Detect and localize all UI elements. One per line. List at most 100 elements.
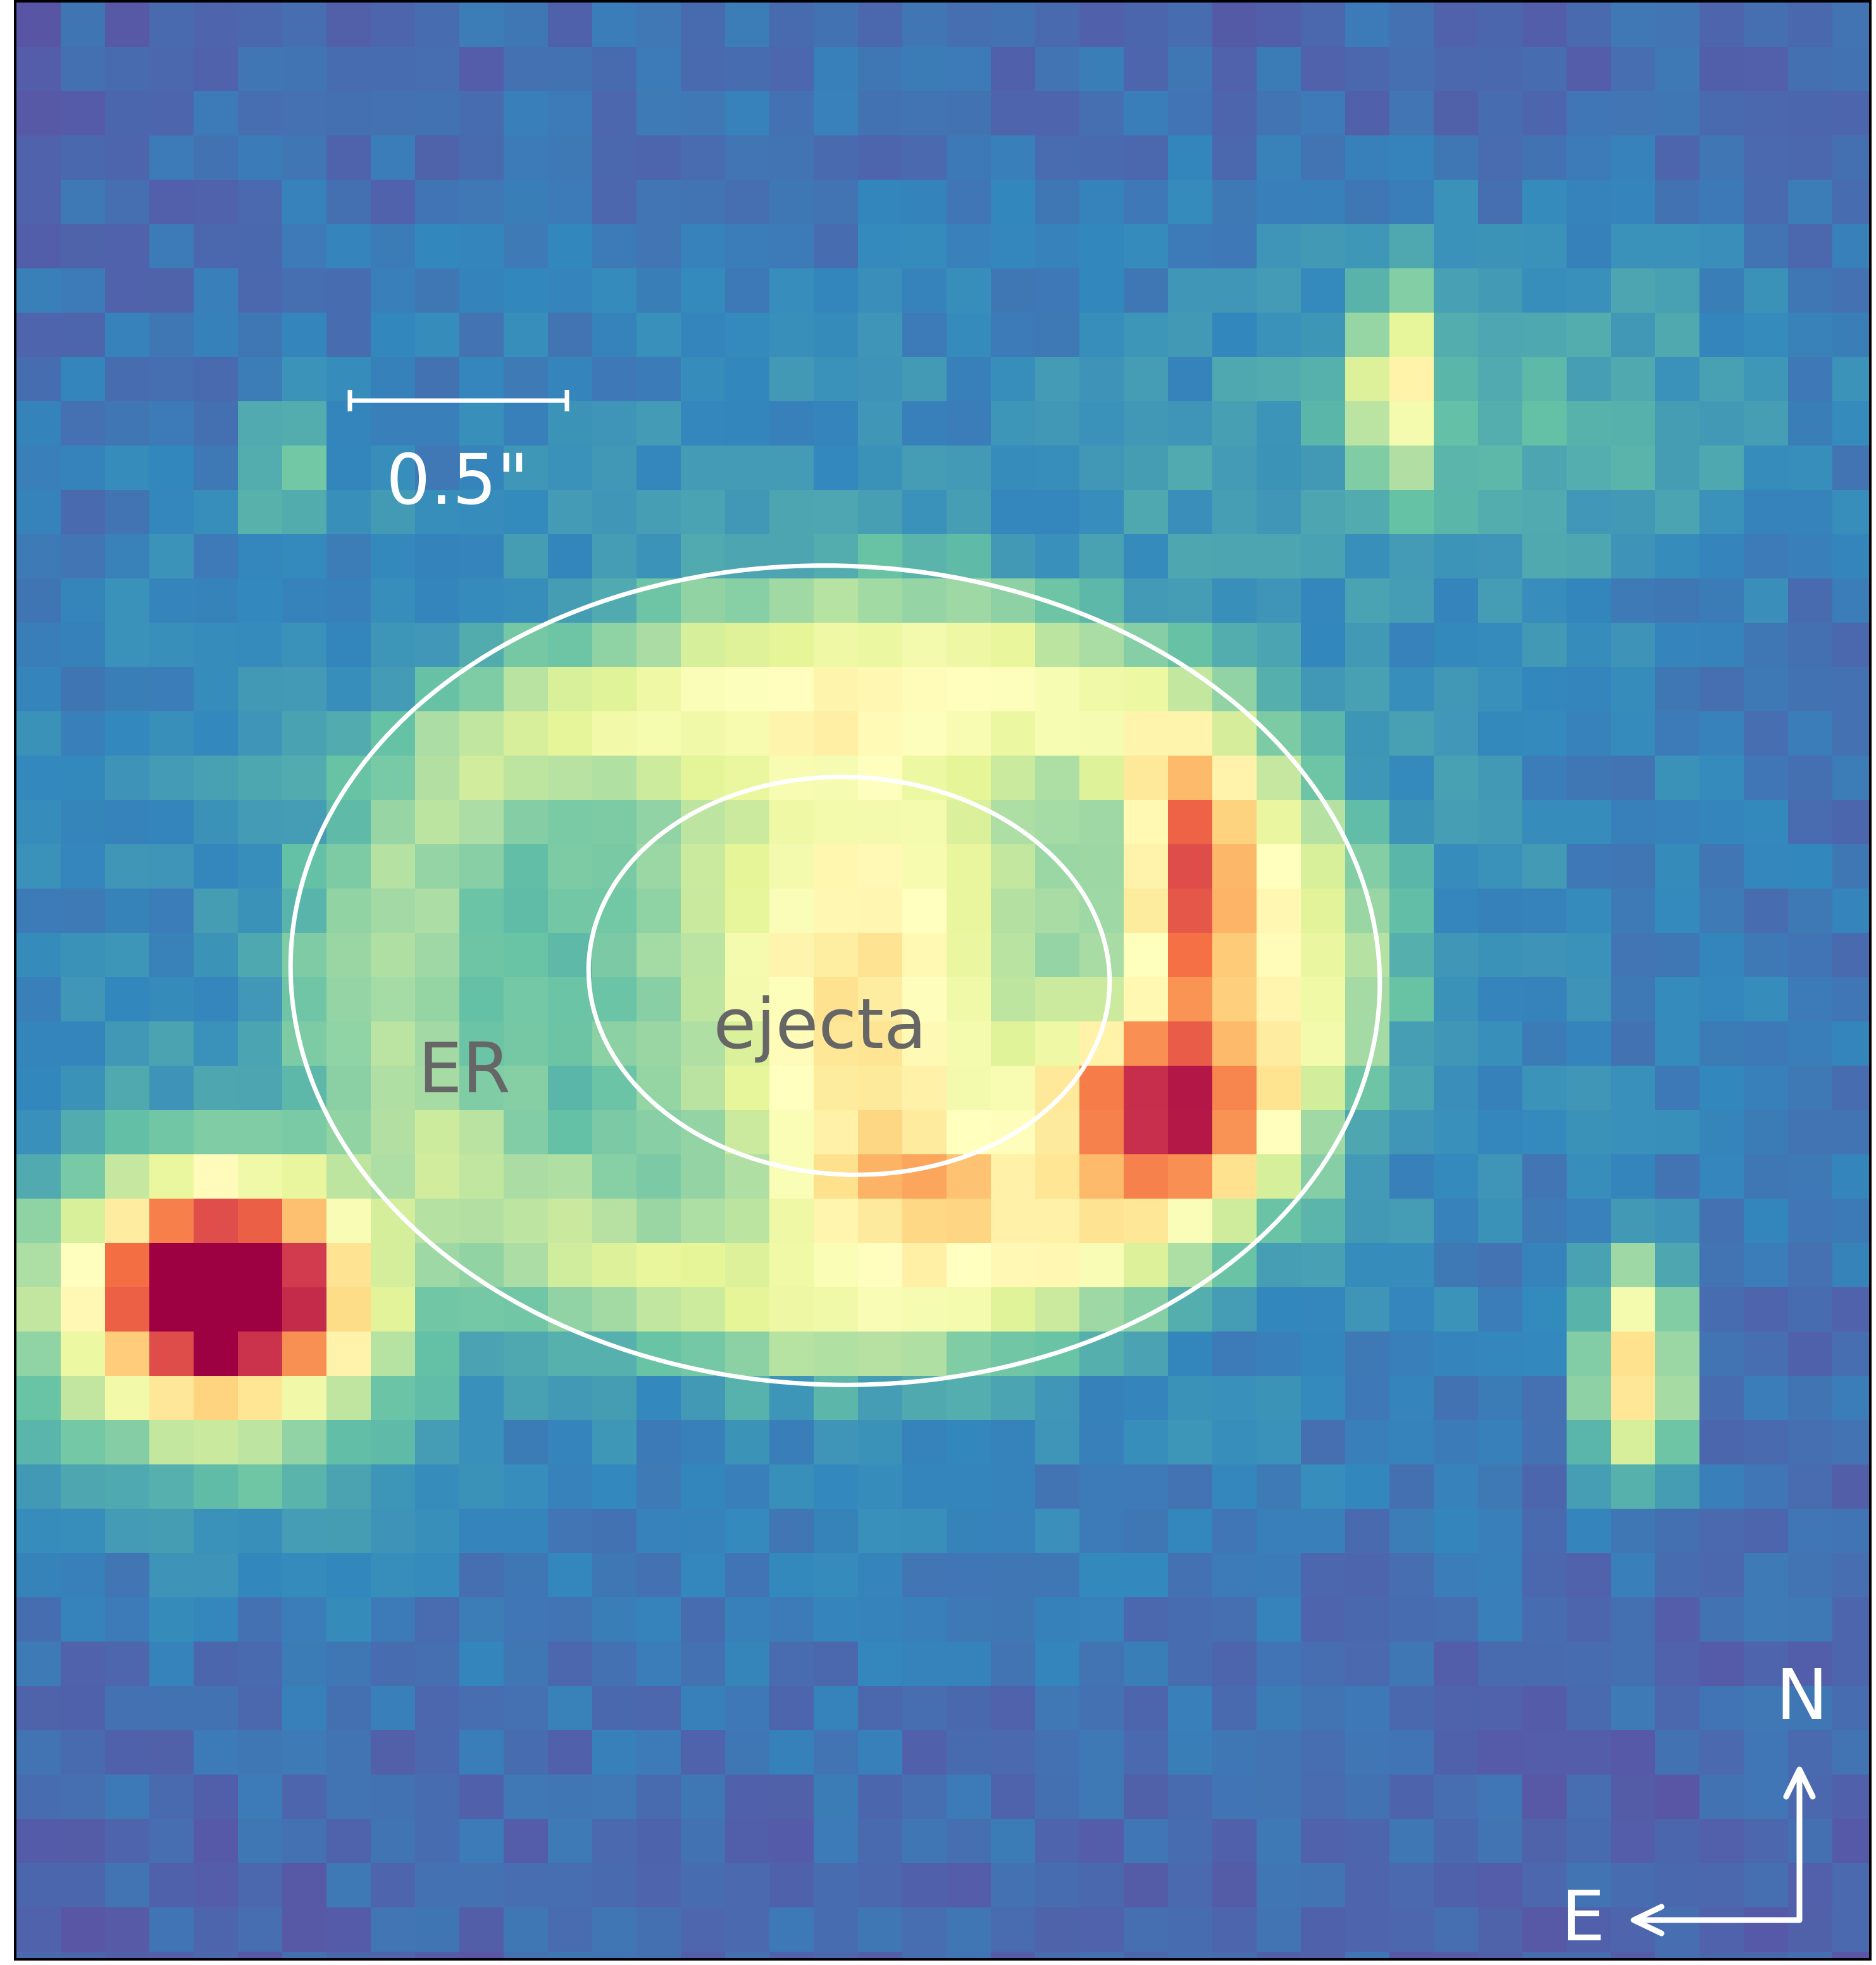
pixel <box>105 578 150 623</box>
pixel <box>1478 268 1523 313</box>
pixel <box>991 3 1036 47</box>
pixel <box>1257 1110 1301 1155</box>
pixel <box>61 667 106 712</box>
pixel <box>504 1332 549 1376</box>
pixel <box>1168 756 1213 801</box>
pixel <box>371 756 416 801</box>
pixel <box>61 1332 106 1376</box>
pixel <box>1522 1509 1567 1554</box>
pixel <box>371 357 416 402</box>
pixel <box>1832 1509 1869 1554</box>
pixel <box>1522 1730 1567 1775</box>
pixel <box>902 1021 947 1066</box>
pixel <box>1744 490 1789 535</box>
pixel <box>902 1642 947 1687</box>
pixel <box>548 534 593 579</box>
pixel <box>282 1686 327 1731</box>
pixel <box>1124 933 1169 978</box>
pixel <box>105 623 150 668</box>
pixel <box>504 313 549 358</box>
pixel <box>194 756 239 801</box>
pixel <box>1389 313 1434 358</box>
pixel <box>238 47 283 92</box>
pixel <box>1611 756 1656 801</box>
pixel <box>1744 1686 1789 1731</box>
pixel <box>1699 800 1744 845</box>
pixel <box>1389 180 1434 225</box>
pixel <box>1212 977 1257 1022</box>
pixel <box>1301 268 1346 313</box>
pixel <box>681 1730 726 1775</box>
pixel <box>1699 135 1744 180</box>
pixel <box>1124 47 1169 92</box>
pixel <box>238 1686 283 1731</box>
pixel <box>1345 623 1390 668</box>
pixel <box>769 401 814 446</box>
pixel <box>769 844 814 889</box>
pixel <box>1079 313 1124 358</box>
pixel <box>1567 1243 1612 1288</box>
pixel <box>1744 1553 1789 1598</box>
pixel <box>1345 1420 1390 1465</box>
pixel <box>1699 47 1744 92</box>
pixel <box>1124 1509 1169 1554</box>
pixel <box>1168 1021 1213 1066</box>
pixel <box>105 844 150 889</box>
pixel <box>1655 1110 1700 1155</box>
pixel <box>1301 1775 1346 1819</box>
pixel <box>548 1332 593 1376</box>
pixel <box>1567 933 1612 978</box>
pixel <box>504 446 549 490</box>
pixel <box>1257 844 1301 889</box>
pixel <box>681 401 726 446</box>
pixel <box>1788 401 1833 446</box>
pixel <box>61 933 106 978</box>
pixel <box>902 1775 947 1819</box>
pixel <box>326 1110 371 1155</box>
pixel <box>991 1642 1036 1687</box>
pixel <box>814 357 859 402</box>
pixel <box>1345 401 1390 446</box>
pixel <box>504 623 549 668</box>
pixel <box>1478 1376 1523 1421</box>
pixel <box>1611 977 1656 1022</box>
pixel <box>637 1863 681 1908</box>
pixel <box>1699 1819 1744 1864</box>
pixel <box>238 1553 283 1598</box>
pixel <box>1035 1199 1080 1244</box>
pixel <box>991 313 1036 358</box>
pixel <box>1832 667 1869 712</box>
pixel <box>1788 1199 1833 1244</box>
pixel <box>1257 1775 1301 1819</box>
pixel <box>326 135 371 180</box>
pixel <box>637 933 681 978</box>
pixel <box>326 1686 371 1731</box>
pixel <box>592 1464 637 1509</box>
pixel <box>459 844 504 889</box>
pixel <box>415 135 460 180</box>
pixel <box>238 889 283 933</box>
pixel <box>1832 889 1869 933</box>
pixel <box>1212 756 1257 801</box>
pixel <box>371 313 416 358</box>
pixel <box>1655 1287 1700 1332</box>
pixel <box>504 180 549 225</box>
pixel <box>1788 800 1833 845</box>
pixel <box>1212 47 1257 92</box>
pixel <box>459 534 504 579</box>
pixel <box>1611 1952 1656 1958</box>
pixel <box>1257 1243 1301 1288</box>
pixel <box>1434 47 1479 92</box>
pixel <box>16 534 61 579</box>
pixel <box>1079 1066 1124 1111</box>
pixel <box>902 711 947 756</box>
pixel <box>1611 224 1656 269</box>
pixel <box>1124 977 1169 1022</box>
pixel <box>1035 180 1080 225</box>
pixel <box>504 490 549 535</box>
pixel <box>1478 47 1523 92</box>
pixel <box>769 889 814 933</box>
pixel <box>1389 1863 1434 1908</box>
pixel <box>1035 623 1080 668</box>
pixel <box>326 534 371 579</box>
